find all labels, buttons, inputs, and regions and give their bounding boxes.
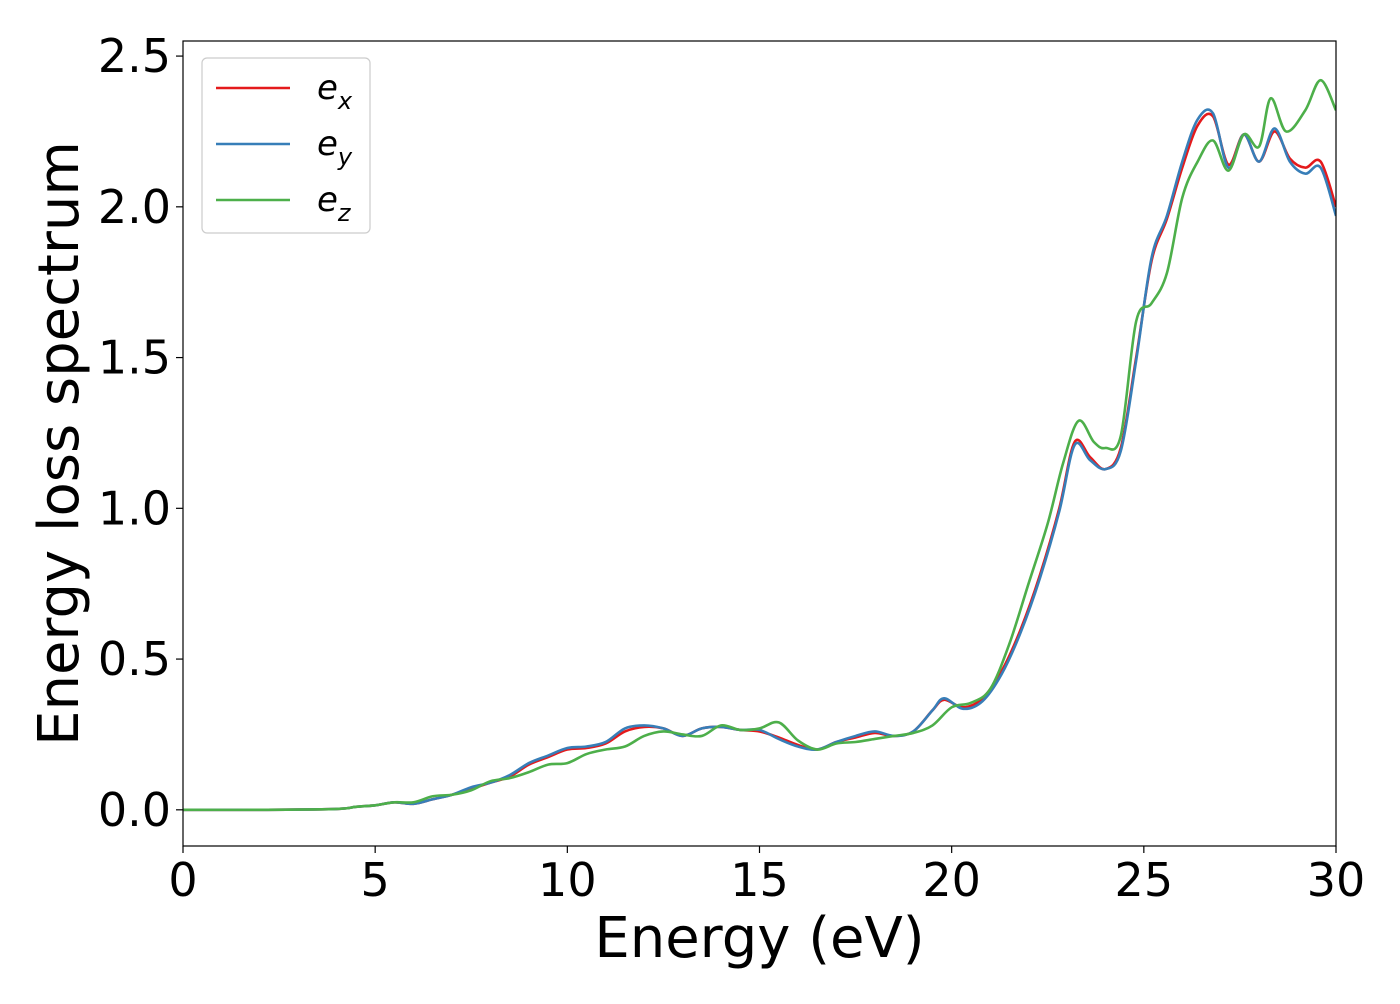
legend-label: ey xyxy=(317,124,353,171)
y-tick-label: 0.0 xyxy=(98,783,171,837)
x-tick-label: 5 xyxy=(361,853,390,907)
x-tick-label: 25 xyxy=(1115,853,1174,907)
plot-lines xyxy=(183,78,1336,812)
x-axis-ticks: 0 5 10 15 20 25 30 xyxy=(168,846,1365,907)
y-tick-label: 2.5 xyxy=(98,29,171,83)
y-tick-label: 1.5 xyxy=(98,331,171,385)
legend-label: ez xyxy=(317,180,352,227)
series-line-e-z xyxy=(183,78,1336,812)
y-tick-label: 1.0 xyxy=(98,481,171,535)
y-tick-label: 0.5 xyxy=(98,632,171,686)
x-tick-label: 20 xyxy=(922,853,981,907)
legend-box xyxy=(201,57,371,234)
x-tick-label: 0 xyxy=(168,853,197,907)
x-tick-label: 15 xyxy=(730,853,789,907)
x-tick-label: 10 xyxy=(538,853,597,907)
x-axis-label: Energy (eV) xyxy=(594,906,924,971)
y-tick-label: 2.0 xyxy=(98,180,171,234)
y-axis-ticks: 0.0 0.5 1.0 1.5 2.0 2.5 xyxy=(98,29,183,837)
x-tick-label: 30 xyxy=(1307,853,1366,907)
y-axis-label: Energy loss spectrum xyxy=(27,141,92,746)
legend-label: ex xyxy=(317,68,353,115)
legend: ex ey ez xyxy=(201,57,371,234)
